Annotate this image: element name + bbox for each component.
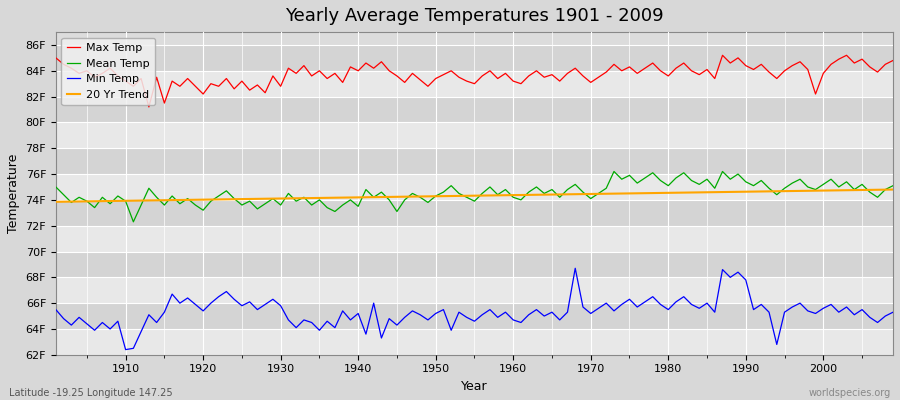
- Min Temp: [121, 347, 131, 352]
- Min Temp: [616, 302, 627, 307]
- Line: Max Temp: Max Temp: [56, 55, 893, 107]
- Y-axis label: Temperature: Temperature: [7, 154, 20, 233]
- Title: Yearly Average Temperatures 1901 - 2009: Yearly Average Temperatures 1901 - 2009: [285, 7, 664, 25]
- X-axis label: Year: Year: [461, 380, 488, 393]
- Bar: [56, 226, 893, 252]
- Min Temp: [291, 325, 302, 330]
- Min Temp: [50, 307, 61, 312]
- Bar: [56, 96, 893, 122]
- Max Temp: [50, 56, 61, 60]
- Min Temp: [570, 266, 580, 271]
- Mean Temp: [508, 195, 518, 200]
- Max Temp: [338, 80, 348, 85]
- Max Temp: [717, 53, 728, 58]
- Legend: Max Temp, Mean Temp, Min Temp, 20 Yr Trend: Max Temp, Mean Temp, Min Temp, 20 Yr Tre…: [61, 38, 155, 105]
- Bar: [56, 45, 893, 71]
- Max Temp: [608, 62, 619, 67]
- Bar: [56, 303, 893, 329]
- Max Temp: [516, 81, 526, 86]
- Min Temp: [516, 320, 526, 325]
- Text: worldspecies.org: worldspecies.org: [809, 388, 891, 398]
- Bar: [56, 122, 893, 148]
- Min Temp: [508, 318, 518, 322]
- Min Temp: [887, 310, 898, 314]
- Mean Temp: [616, 177, 627, 182]
- Mean Temp: [338, 203, 348, 208]
- Mean Temp: [291, 199, 302, 204]
- Max Temp: [291, 71, 302, 76]
- Max Temp: [112, 74, 123, 78]
- Min Temp: [112, 319, 123, 324]
- Min Temp: [338, 308, 348, 313]
- Bar: [56, 148, 893, 174]
- Line: Min Temp: Min Temp: [56, 268, 893, 350]
- Mean Temp: [50, 184, 61, 189]
- Bar: [56, 252, 893, 277]
- Mean Temp: [887, 183, 898, 188]
- Bar: [56, 277, 893, 303]
- Bar: [56, 71, 893, 96]
- Mean Temp: [112, 194, 123, 198]
- Text: Latitude -19.25 Longitude 147.25: Latitude -19.25 Longitude 147.25: [9, 388, 173, 398]
- Mean Temp: [128, 220, 139, 224]
- Mean Temp: [608, 169, 619, 174]
- Bar: [56, 329, 893, 355]
- Bar: [56, 174, 893, 200]
- Mean Temp: [516, 198, 526, 202]
- Bar: [56, 200, 893, 226]
- Line: Mean Temp: Mean Temp: [56, 172, 893, 222]
- Max Temp: [508, 79, 518, 84]
- Max Temp: [143, 104, 154, 109]
- Max Temp: [887, 58, 898, 63]
